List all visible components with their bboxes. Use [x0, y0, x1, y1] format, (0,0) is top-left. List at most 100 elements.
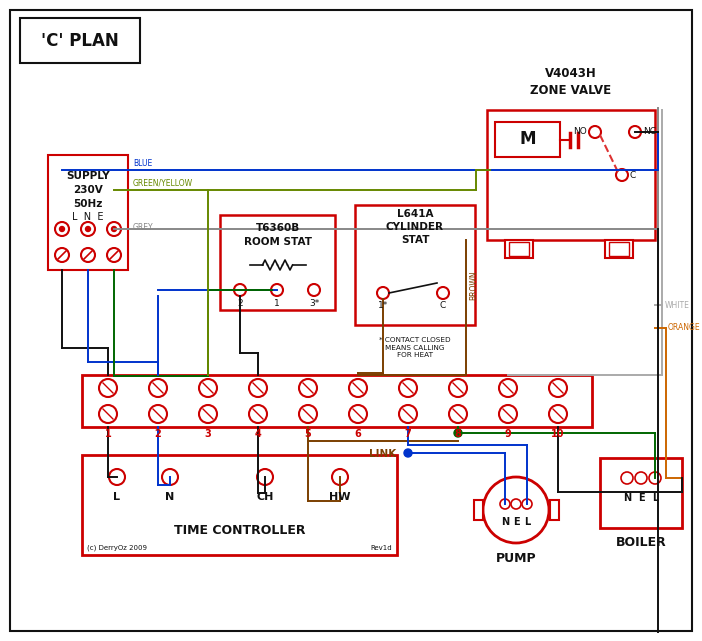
Text: GREEN/YELLOW: GREEN/YELLOW — [133, 179, 193, 188]
Circle shape — [162, 469, 178, 485]
Circle shape — [112, 226, 117, 231]
Bar — [48, 155, 128, 270]
Circle shape — [299, 405, 317, 423]
Bar — [474, 500, 483, 520]
Circle shape — [499, 379, 517, 397]
Text: 5: 5 — [305, 429, 312, 439]
Circle shape — [199, 405, 217, 423]
Text: BROWN: BROWN — [469, 271, 478, 300]
Circle shape — [449, 405, 467, 423]
Circle shape — [299, 379, 317, 397]
Circle shape — [549, 405, 567, 423]
Text: M: M — [519, 131, 536, 149]
Circle shape — [234, 284, 246, 296]
Text: L641A
CYLINDER
STAT: L641A CYLINDER STAT — [386, 209, 444, 246]
Text: NC: NC — [643, 128, 656, 137]
Text: 1: 1 — [105, 429, 112, 439]
Bar — [609, 242, 629, 256]
Circle shape — [149, 405, 167, 423]
Text: 3*: 3* — [309, 299, 319, 308]
Text: N: N — [501, 517, 509, 527]
Bar — [355, 205, 475, 325]
Text: 10: 10 — [551, 429, 564, 439]
Circle shape — [149, 379, 167, 397]
Text: N: N — [623, 493, 631, 503]
Text: E: E — [512, 517, 519, 527]
Text: E: E — [637, 493, 644, 503]
Text: 2: 2 — [154, 429, 161, 439]
Circle shape — [399, 405, 417, 423]
Text: SUPPLY
230V
50Hz: SUPPLY 230V 50Hz — [66, 171, 110, 209]
Circle shape — [499, 405, 517, 423]
Circle shape — [199, 379, 217, 397]
Text: 6: 6 — [355, 429, 362, 439]
Circle shape — [257, 469, 273, 485]
Circle shape — [332, 469, 348, 485]
Circle shape — [109, 469, 125, 485]
Circle shape — [60, 226, 65, 231]
Text: NO: NO — [574, 128, 587, 137]
Text: TIME CONTROLLER: TIME CONTROLLER — [174, 524, 305, 537]
Text: 7: 7 — [404, 429, 411, 439]
Text: * CONTACT CLOSED
MEANS CALLING
FOR HEAT: * CONTACT CLOSED MEANS CALLING FOR HEAT — [379, 337, 451, 358]
Text: BLUE: BLUE — [133, 159, 152, 168]
Text: C: C — [440, 301, 446, 310]
Text: LINK: LINK — [369, 449, 397, 459]
Bar — [487, 110, 655, 240]
Circle shape — [81, 222, 95, 236]
Text: L: L — [114, 492, 121, 502]
Text: (c) DerryOz 2009: (c) DerryOz 2009 — [87, 545, 147, 551]
Circle shape — [271, 284, 283, 296]
Text: WHITE: WHITE — [665, 301, 690, 310]
Text: 'C' PLAN: 'C' PLAN — [41, 32, 119, 50]
Bar — [509, 242, 529, 256]
Bar — [550, 500, 559, 520]
Text: L: L — [652, 493, 658, 503]
Circle shape — [549, 379, 567, 397]
Text: CH: CH — [256, 492, 274, 502]
Circle shape — [483, 477, 549, 543]
Text: T6360B
ROOM STAT: T6360B ROOM STAT — [244, 224, 312, 247]
Bar — [505, 240, 533, 258]
Circle shape — [99, 379, 117, 397]
Circle shape — [81, 248, 95, 262]
Circle shape — [107, 222, 121, 236]
Circle shape — [249, 405, 267, 423]
Circle shape — [86, 226, 91, 231]
Text: N: N — [166, 492, 175, 502]
Circle shape — [649, 472, 661, 484]
Circle shape — [377, 287, 389, 299]
Text: GREY: GREY — [133, 222, 154, 231]
Text: 4: 4 — [255, 429, 261, 439]
Text: 2: 2 — [237, 299, 243, 308]
Text: L  N  E: L N E — [72, 212, 104, 222]
Bar — [82, 375, 592, 427]
Bar — [20, 18, 140, 63]
Circle shape — [349, 405, 367, 423]
Text: L: L — [524, 517, 530, 527]
Circle shape — [55, 248, 69, 262]
Text: PUMP: PUMP — [496, 551, 536, 565]
Circle shape — [437, 287, 449, 299]
Text: HW: HW — [329, 492, 351, 502]
Bar — [600, 458, 682, 528]
Bar — [220, 215, 335, 310]
Text: 1*: 1* — [378, 301, 388, 310]
Text: 8: 8 — [455, 429, 461, 439]
Circle shape — [621, 472, 633, 484]
Circle shape — [635, 472, 647, 484]
Circle shape — [99, 405, 117, 423]
Circle shape — [616, 169, 628, 181]
Circle shape — [522, 499, 532, 509]
Circle shape — [399, 379, 417, 397]
Circle shape — [449, 379, 467, 397]
Circle shape — [55, 222, 69, 236]
Circle shape — [107, 248, 121, 262]
Text: C: C — [630, 171, 636, 179]
Text: 9: 9 — [505, 429, 511, 439]
Text: ORANGE: ORANGE — [668, 324, 701, 333]
Circle shape — [454, 429, 462, 437]
Circle shape — [349, 379, 367, 397]
Text: BOILER: BOILER — [616, 537, 666, 549]
Text: 3: 3 — [204, 429, 211, 439]
